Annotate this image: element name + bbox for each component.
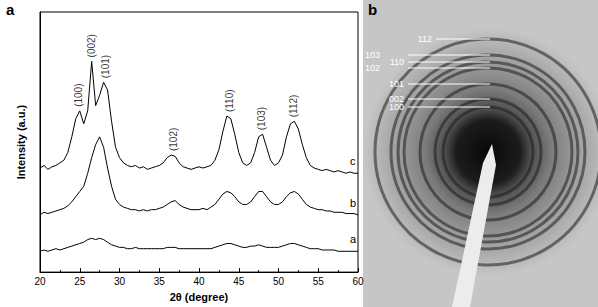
svg-text:110: 110 [390, 57, 404, 67]
svg-text:(100): (100) [73, 83, 84, 106]
svg-text:b: b [368, 1, 377, 18]
svg-text:(002): (002) [86, 34, 97, 57]
svg-text:(112): (112) [288, 95, 299, 118]
svg-text:(103): (103) [256, 107, 267, 130]
svg-text:(110): (110) [224, 89, 235, 112]
svg-text:45: 45 [233, 276, 245, 287]
svg-text:25: 25 [74, 276, 86, 287]
svg-text:b: b [350, 197, 356, 209]
svg-text:30: 30 [114, 276, 126, 287]
svg-text:(101): (101) [100, 55, 111, 78]
svg-text:101: 101 [389, 79, 404, 89]
svg-text:20: 20 [34, 276, 46, 287]
svg-text:c: c [350, 155, 356, 167]
svg-text:35: 35 [154, 276, 166, 287]
svg-text:50: 50 [273, 276, 285, 287]
svg-text:40: 40 [193, 276, 205, 287]
svg-text:a: a [350, 233, 357, 245]
svg-text:002: 002 [389, 94, 404, 104]
svg-text:60: 60 [352, 276, 364, 287]
svg-text:112: 112 [418, 34, 432, 44]
svg-text:55: 55 [313, 276, 325, 287]
svg-text:100: 100 [389, 102, 404, 112]
svg-text:103: 103 [365, 50, 380, 60]
svg-text:2θ (degree): 2θ (degree) [170, 291, 229, 303]
svg-text:102: 102 [365, 63, 380, 73]
svg-text:a: a [6, 1, 15, 18]
svg-text:(102): (102) [168, 128, 179, 151]
svg-text:Intensity (a.u.): Intensity (a.u.) [15, 104, 27, 179]
